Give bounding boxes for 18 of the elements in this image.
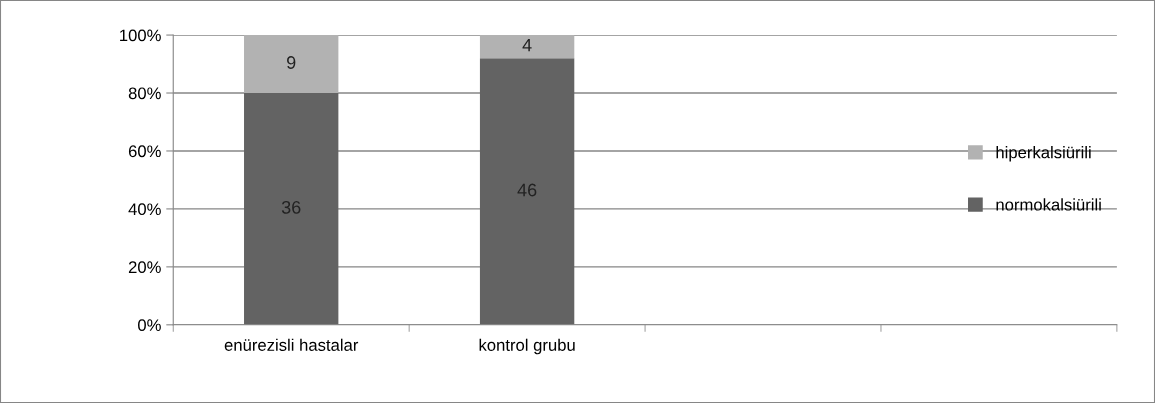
x-tick-label: enürezisli hastalar: [224, 338, 359, 351]
legend-label: hiperkalsiürili: [996, 146, 1091, 162]
y-tick-label: 80%: [128, 87, 161, 100]
y-tick-label: 0%: [138, 319, 161, 332]
bar: [244, 93, 339, 325]
bar: [244, 35, 339, 94]
y-tick-label: 60%: [128, 145, 161, 158]
annotation: 4: [522, 38, 532, 52]
bar: [479, 58, 575, 325]
annotation: 36: [281, 200, 301, 214]
y-tick-label: 20%: [128, 261, 161, 274]
legend-label: normokalsiürili: [996, 198, 1101, 211]
y-tick-label: 100%: [120, 29, 161, 42]
x-tick-label: kontrol grubu: [479, 338, 575, 355]
annotation: 46: [517, 183, 537, 197]
annotation: 9: [287, 56, 296, 69]
bar: [479, 35, 575, 59]
y-tick-label: 40%: [128, 203, 161, 216]
